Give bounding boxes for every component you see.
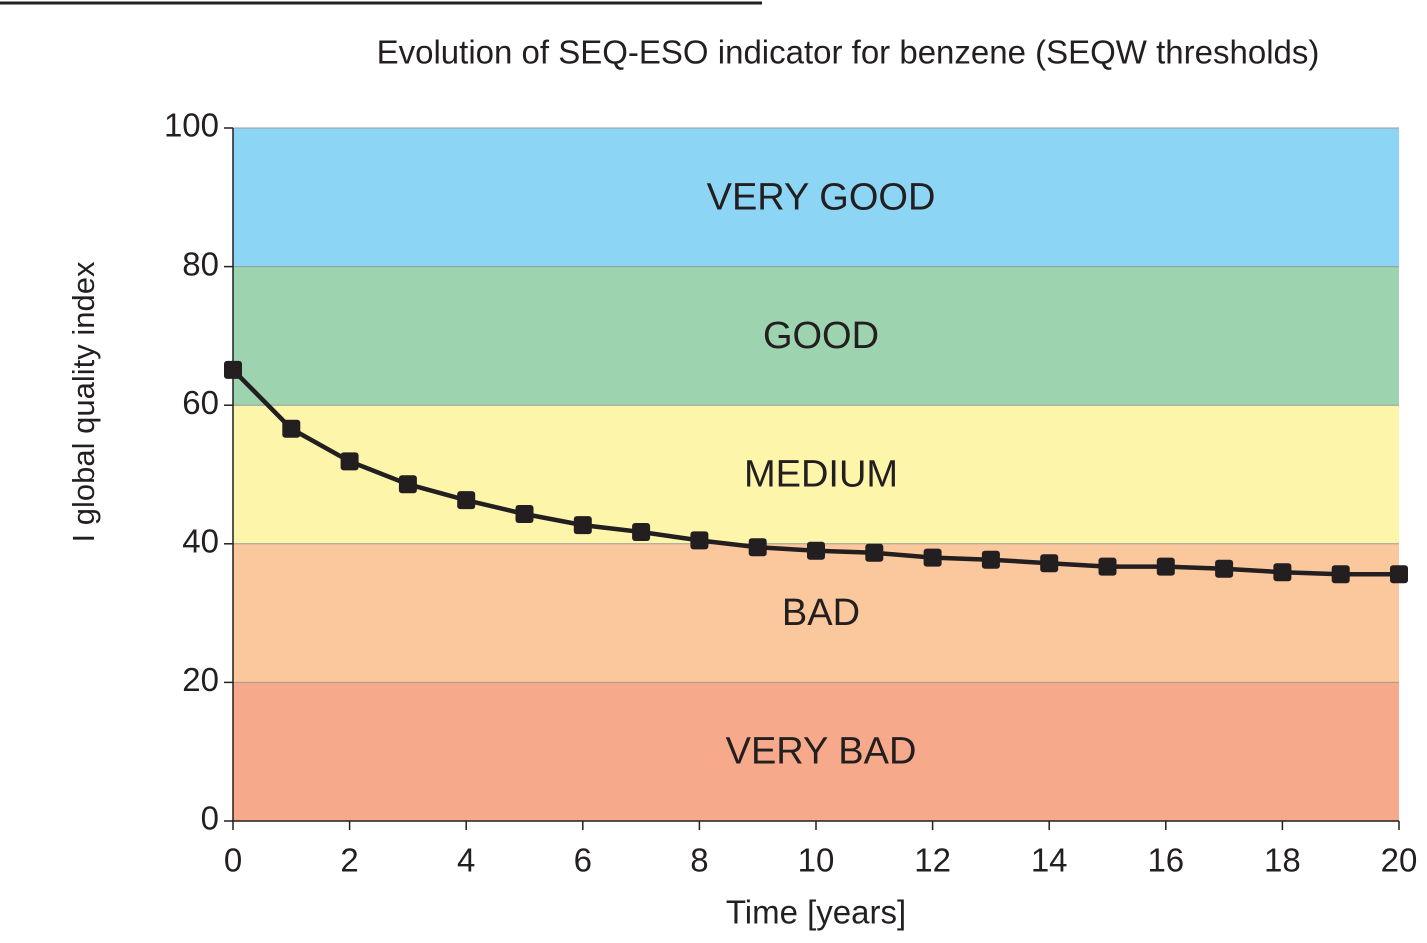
x-tick-label: 0	[224, 842, 242, 879]
y-tick-label: 60	[182, 384, 219, 421]
y-axis-title: I global quality index	[66, 261, 101, 542]
band	[233, 128, 1399, 267]
band-label: VERY GOOD	[707, 176, 936, 218]
band	[233, 266, 1399, 406]
data-marker	[282, 419, 301, 438]
band	[233, 682, 1399, 821]
data-marker	[981, 550, 1000, 569]
y-tick-label: 40	[182, 523, 219, 560]
data-marker	[1390, 565, 1408, 584]
data-marker	[573, 516, 592, 535]
data-marker	[1156, 557, 1175, 576]
x-tick-label: 8	[690, 842, 708, 879]
data-marker	[865, 543, 884, 562]
x-axis-title: Time [years]	[726, 894, 906, 931]
x-tick-label: 16	[1147, 842, 1184, 879]
y-tick-label: 100	[164, 107, 219, 144]
band-label: GOOD	[763, 315, 879, 357]
data-marker	[340, 452, 359, 471]
band	[233, 405, 1399, 544]
x-tick-label: 6	[574, 842, 592, 879]
data-marker	[1331, 565, 1350, 584]
band-label: VERY BAD	[726, 731, 917, 773]
x-tick-label: 4	[457, 842, 475, 879]
band-label: MEDIUM	[744, 454, 898, 496]
data-marker	[224, 360, 242, 379]
x-tick-label: 2	[340, 842, 358, 879]
data-marker	[690, 531, 709, 550]
x-tick-label: 10	[798, 842, 835, 879]
data-marker	[632, 523, 651, 542]
chart-title: Evolution of SEQ-ESO indicator for benze…	[377, 34, 1320, 71]
data-marker	[457, 491, 476, 510]
data-marker	[923, 548, 942, 567]
data-marker	[1215, 559, 1234, 578]
x-tick-label: 18	[1264, 842, 1301, 879]
y-tick-label: 20	[182, 661, 219, 698]
data-marker	[1098, 557, 1117, 576]
data-marker	[1273, 563, 1292, 582]
data-marker	[748, 538, 767, 557]
x-tick-label: 12	[914, 842, 951, 879]
x-tick-label: 20	[1381, 842, 1418, 879]
band-label: BAD	[782, 592, 860, 634]
data-marker	[807, 541, 825, 560]
data-marker	[398, 475, 417, 494]
data-marker	[1040, 554, 1059, 573]
y-tick-label: 80	[182, 245, 219, 282]
x-tick-label: 14	[1031, 842, 1068, 879]
y-tick-label: 0	[201, 800, 219, 837]
data-marker	[515, 505, 534, 524]
